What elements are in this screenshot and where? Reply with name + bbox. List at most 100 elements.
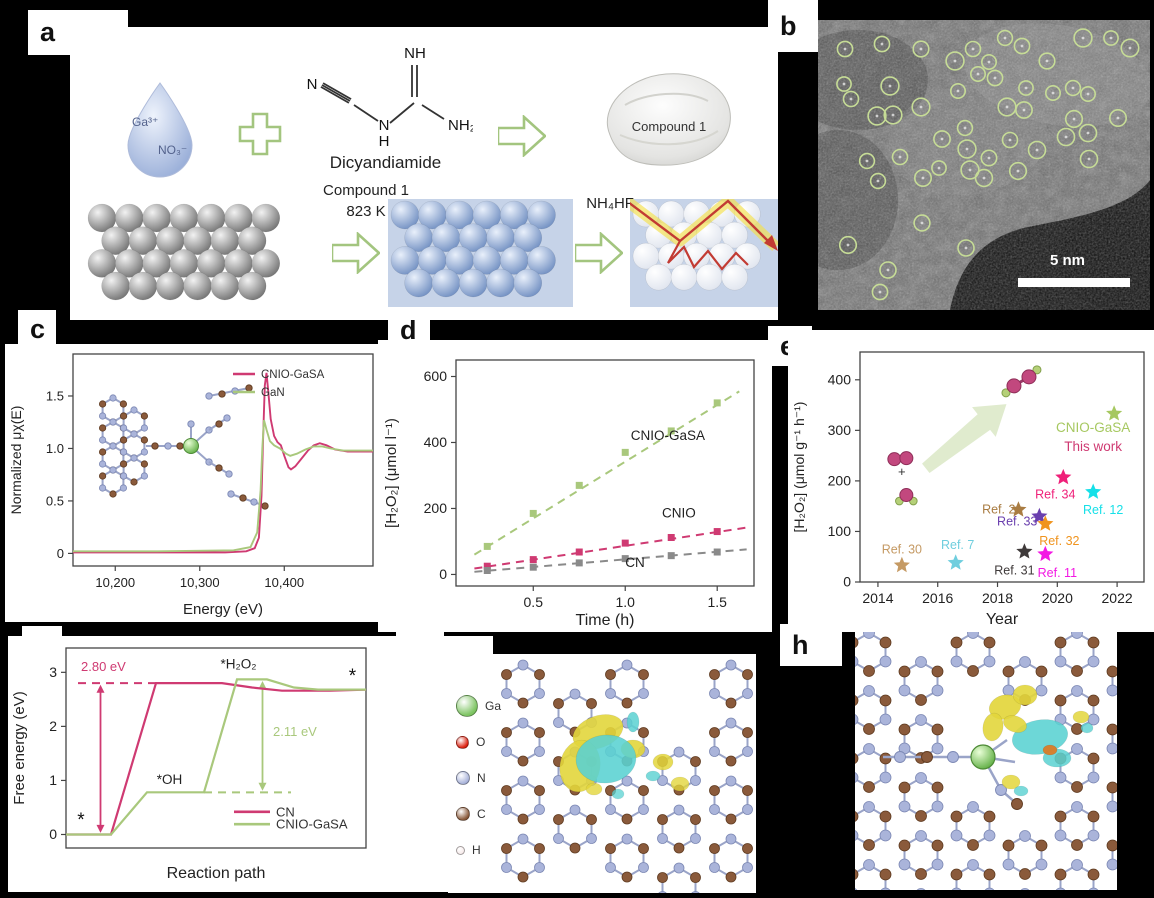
- svg-text:CNIO-GaSA: CNIO-GaSA: [631, 428, 705, 443]
- svg-text:3: 3: [49, 664, 57, 680]
- arrow3-label: NH₄HF₂: [586, 195, 640, 212]
- svg-text:10,400: 10,400: [264, 575, 304, 590]
- svg-text:10,300: 10,300: [180, 575, 220, 590]
- energy-diagram: 0 1 2 3 2.80 eV 2.11 eV *OH *H₂O₂ * * CN CNIO-Ga…: [8, 636, 493, 892]
- porous-product-spheres: [630, 199, 778, 307]
- panel-g-structure: Ga O N C H: [448, 654, 756, 893]
- svg-text:GaN: GaN: [261, 387, 285, 399]
- svg-text:0.5: 0.5: [524, 594, 544, 610]
- svg-text:2014: 2014: [862, 590, 893, 606]
- svg-text:0: 0: [57, 546, 64, 561]
- svg-text:200: 200: [424, 500, 448, 516]
- calcination-arrow-icon: [332, 232, 380, 274]
- legend-item-Ga: Ga: [456, 688, 501, 724]
- svg-text:2.80 eV: 2.80 eV: [81, 659, 126, 674]
- svg-text:CN: CN: [625, 555, 645, 570]
- svg-text:1.5: 1.5: [707, 594, 727, 610]
- legend-item-C: C: [456, 796, 501, 832]
- O-atom-icon: [456, 735, 469, 749]
- svg-text:This work: This work: [1064, 439, 1122, 454]
- legend-item-N: N: [456, 760, 501, 796]
- svg-text:Normalized μχ(E): Normalized μχ(E): [8, 406, 24, 515]
- svg-text:Ref. 33: Ref. 33: [997, 514, 1037, 528]
- svg-text:*OH: *OH: [157, 772, 183, 787]
- H-atom-icon: [456, 845, 465, 855]
- svg-text:Year: Year: [986, 611, 1019, 628]
- svg-text:1: 1: [49, 772, 57, 788]
- svg-text:N: N: [307, 76, 318, 93]
- svg-text:Free energy (eV): Free energy (eV): [11, 691, 28, 804]
- panel-e-comparison: 2014 2016 2018 2020 2022 0 100 200 300 400 + Ref. …: [788, 330, 1154, 632]
- svg-text:2016: 2016: [922, 590, 953, 606]
- legend-item-H: H: [456, 832, 501, 868]
- svg-text:100: 100: [828, 523, 852, 539]
- svg-text:0: 0: [49, 826, 57, 842]
- svg-text:Ref. 34: Ref. 34: [1035, 487, 1075, 501]
- panel-b-tem: 5 nm: [818, 20, 1150, 310]
- compound1-label: Compound 1: [631, 119, 707, 134]
- N-atom-icon: [456, 771, 470, 785]
- svg-text:1.5: 1.5: [46, 388, 64, 403]
- molecule-name: Dicyandiamide: [329, 153, 442, 172]
- svg-text:NH₂: NH₂: [448, 117, 473, 134]
- panel-h-structure: [855, 632, 1117, 890]
- svg-text:0: 0: [439, 566, 447, 582]
- compound1-powder: [590, 65, 748, 173]
- svg-text:Ref. 31: Ref. 31: [994, 564, 1034, 578]
- svg-text:+: +: [898, 464, 906, 479]
- charge-density-structure: [448, 654, 756, 893]
- svg-text:[H₂O₂] (μmol l⁻¹): [H₂O₂] (μmol l⁻¹): [383, 418, 400, 528]
- svg-text:Energy (eV): Energy (eV): [183, 601, 263, 618]
- intermediate-spheres: [388, 199, 573, 307]
- svg-text:300: 300: [828, 422, 852, 438]
- svg-text:1.0: 1.0: [46, 441, 64, 456]
- droplet-ion2: NO₃⁻: [158, 143, 188, 157]
- svg-text:NH: NH: [404, 45, 426, 62]
- panel-f-energy: 0 1 2 3 2.80 eV 2.11 eV *OH *H₂O₂ * * CN CNIO-Ga…: [8, 636, 493, 892]
- svg-text:Ref. 12: Ref. 12: [1083, 503, 1123, 517]
- svg-text:CNIO-GaSA: CNIO-GaSA: [276, 817, 348, 832]
- svg-text:2020: 2020: [1042, 590, 1073, 606]
- svg-text:200: 200: [828, 472, 852, 488]
- svg-text:10,200: 10,200: [95, 575, 135, 590]
- svg-text:*H₂O₂: *H₂O₂: [221, 657, 257, 672]
- svg-text:*: *: [77, 810, 85, 831]
- C-atom-icon: [456, 807, 470, 821]
- svg-text:2: 2: [49, 718, 57, 734]
- svg-text:2.11 eV: 2.11 eV: [273, 724, 317, 739]
- atom-legend: Ga O N C H: [456, 688, 501, 868]
- plus-icon: [238, 112, 282, 156]
- tem-image: [818, 20, 1150, 310]
- xanes-chart: 10,200 10,300 10,400 0 0.5 1.0 1.5 CNIO-GaSA G…: [5, 344, 385, 622]
- svg-text:H: H: [379, 133, 390, 150]
- svg-text:CNIO-GaSA: CNIO-GaSA: [1056, 420, 1130, 435]
- svg-text:[H₂O₂] (μmol g⁻¹ h⁻¹): [H₂O₂] (μmol g⁻¹ h⁻¹): [791, 402, 807, 533]
- charge-density-structure-2: [855, 632, 1117, 890]
- svg-text:Ref. 11: Ref. 11: [1038, 566, 1077, 580]
- svg-text:Ref. 32: Ref. 32: [1039, 534, 1079, 548]
- svg-text:1.0: 1.0: [616, 594, 636, 610]
- etching-arrow-icon: [575, 232, 623, 274]
- svg-text:Ref. 2: Ref. 2: [982, 503, 1015, 517]
- droplet-ion1: Ga³⁺: [132, 115, 159, 129]
- scale-bar: [1018, 278, 1130, 287]
- dicyandiamide-structure: N N H NH NH₂: [298, 33, 473, 151]
- svg-text:600: 600: [424, 368, 448, 384]
- svg-text:Reaction path: Reaction path: [167, 865, 266, 882]
- arrow2-label-2: 823 K: [346, 203, 386, 220]
- svg-text:0.5: 0.5: [46, 493, 64, 508]
- panel-c-xanes: 10,200 10,300 10,400 0 0.5 1.0 1.5 CNIO-GaSA G…: [5, 344, 385, 622]
- svg-text:CNIO: CNIO: [662, 506, 696, 521]
- comparison-chart: 2014 2016 2018 2020 2022 0 100 200 300 400 + Ref. …: [788, 330, 1154, 632]
- svg-text:0: 0: [843, 574, 851, 590]
- svg-text:2022: 2022: [1102, 590, 1133, 606]
- precursor-droplet: [118, 79, 203, 184]
- svg-text:Ref. 30: Ref. 30: [882, 542, 922, 556]
- svg-text:CNIO-GaSA: CNIO-GaSA: [261, 369, 325, 381]
- svg-text:CN: CN: [276, 804, 295, 819]
- legend-item-O: O: [456, 724, 501, 760]
- panel-c-label: c: [18, 310, 56, 348]
- svg-text:*: *: [349, 666, 357, 687]
- svg-text:400: 400: [424, 434, 448, 450]
